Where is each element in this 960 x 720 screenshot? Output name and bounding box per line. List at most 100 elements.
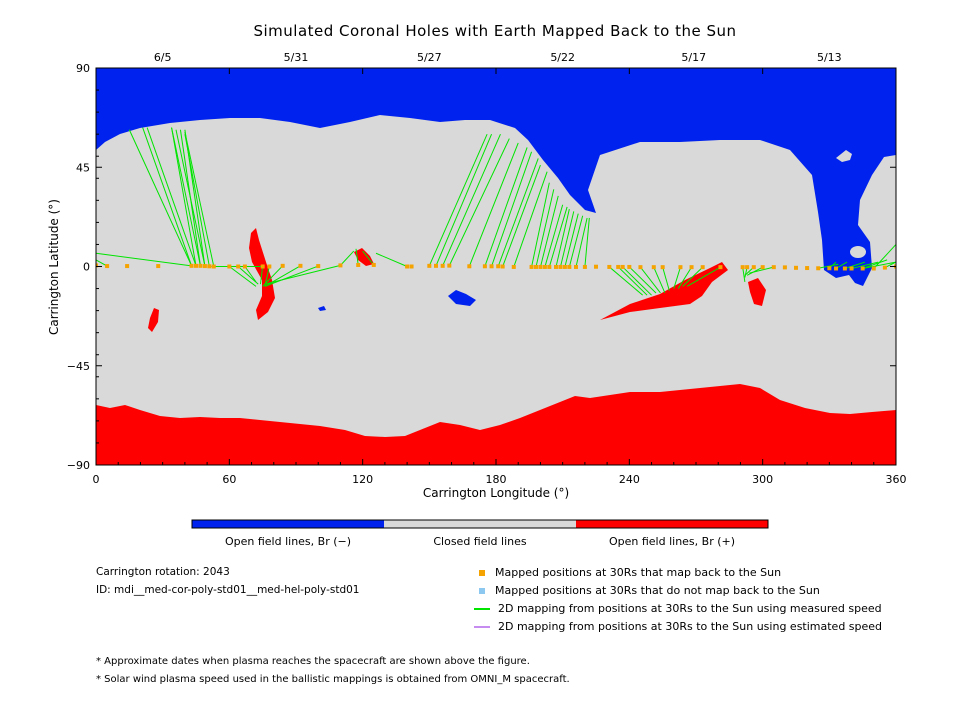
mapped-point-45 [607,264,612,269]
mapped-point-47 [620,264,625,269]
mapping-line-48-0 [628,266,657,294]
x-tick-label-5: 300 [752,473,773,486]
mapped-point-48 [627,264,632,269]
red-hole-lon297 [748,278,766,306]
x-tick-label-1: 60 [222,473,236,486]
mapped-point-65 [827,266,832,271]
mapping-line-29-0 [491,151,533,267]
legend-measured: 2D mapping from positions at 30Rs to the… [474,602,882,615]
mapping-line-26-0 [448,138,510,266]
mapped-point-20 [371,262,376,267]
mapping-line-39-0 [559,211,575,268]
colorbar-segment-2 [576,520,768,528]
mapped-point-67 [842,266,847,271]
mapped-point-32 [511,264,516,269]
date-tick-label-2: 5/27 [417,51,442,64]
mapping-line-40-0 [564,213,579,268]
mapping-line-32-0 [513,171,548,268]
island-cavity-2 [850,246,866,258]
y-tick-label-1: 45 [76,161,90,174]
mapped-point-27 [467,264,472,269]
mapped-point-46 [616,264,621,269]
mapping-line-27-0 [468,142,519,267]
mapped-points [96,262,896,271]
date-tick-label-3: 5/22 [550,51,575,64]
mapped-point-16 [298,263,303,268]
mapped-point-50 [651,265,656,270]
mapped-point-13 [260,264,265,269]
mapped-point-54 [700,265,705,270]
mapping-line-35-0 [539,195,559,268]
date-tick-label-5: 5/13 [817,51,842,64]
mapped-point-71 [882,265,887,270]
mapped-point-33 [529,264,534,269]
y-tick-label-4: −90 [67,459,90,472]
mapped-point-8 [207,264,212,269]
mapped-point-18 [338,263,343,268]
mapping-line-4-2 [96,252,192,267]
unmapped-square-icon [479,587,485,594]
mapped-point-62 [794,265,798,270]
mapped-point-36 [542,264,547,269]
mapped-point-6 [198,263,203,268]
mapped-point-30 [496,264,501,269]
y-tick-label-3: −45 [67,360,90,373]
mapping-line-52-0 [673,267,681,289]
mapping-line-18-0 [340,250,355,266]
measured-line-icon [474,607,490,610]
mapped-point-63 [805,266,810,271]
legend-measured-label: 2D mapping from positions at 30Rs to the… [498,602,882,615]
mapping-line-69-0 [862,259,888,269]
mapped-point-59 [760,265,765,270]
mapped-point-22 [409,264,414,269]
mapping-line-4-1 [142,127,193,267]
mapped-point-12 [242,264,247,269]
mapped-point-14 [267,264,272,269]
blue-hole-lon162 [448,290,476,306]
mapping-line-18-1 [264,264,341,285]
blue-hole-lon102 [318,306,326,311]
x-tick-label-6: 360 [886,473,907,486]
mapped-point-55 [718,265,723,270]
mapping-line-51-0 [662,267,670,291]
mapping-line-34-0 [535,189,555,268]
mapping-line-49-0 [640,266,661,294]
mapping-line-5-1 [171,127,197,266]
mapped-point-2 [125,264,130,269]
mapping-line-4-0 [128,129,193,267]
colorbar-label-0: Open field lines, Br (−) [225,535,351,548]
mapped-point-35 [538,264,543,269]
island-cavity-1 [836,150,852,162]
mapped-point-28 [482,264,487,269]
mapped-point-11 [236,264,241,269]
mapping-line-31-0 [502,164,541,267]
mapping-line-30-0 [497,158,539,267]
mapped-point-49 [638,265,643,270]
mapping-line-25-0 [442,133,501,267]
y-tick-label-0: 90 [76,62,90,75]
mapping-line-15-0 [262,265,284,287]
mapped-point-24 [434,263,438,268]
mapped-point-38 [554,264,558,269]
mapped-point-21 [405,264,410,269]
mapped-point-31 [500,264,505,269]
legend-estimated: 2D mapping from positions at 30Rs to the… [474,620,882,633]
mapping-line-60-0 [749,266,774,274]
mapped-point-42 [574,264,578,269]
mapped-point-19 [356,262,361,267]
mapping-line-33-0 [531,182,550,268]
mapped-point-40 [562,264,567,269]
mapped-point-10 [227,264,232,269]
date-tick-label-1: 5/31 [284,51,309,64]
mapping-line-69-1 [862,261,896,269]
mapped-point-25 [440,263,445,268]
y-tick-label-2: 0 [83,261,90,274]
plot-area [96,68,896,465]
mapped-point-68 [849,266,854,271]
mapping-line-13-0 [259,266,264,285]
mapped-point-1 [105,264,110,269]
model-id: ID: mdi__med-cor-poly-std01__med-hel-pol… [96,584,360,596]
red-hole-lon118 [354,248,374,266]
x-axis-label: Carrington Longitude (°) [423,486,569,500]
